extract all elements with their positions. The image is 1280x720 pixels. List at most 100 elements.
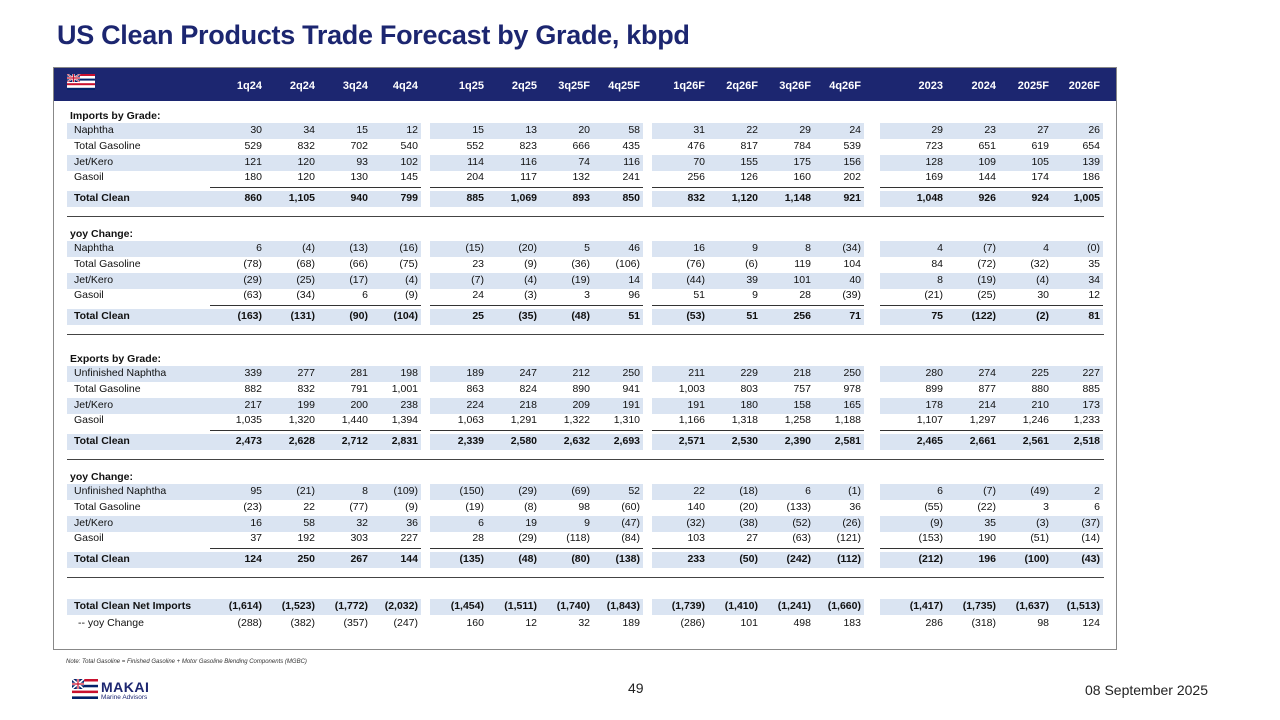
table-cell: 1,440 [341, 414, 368, 427]
row-label: Total Gasoline [74, 257, 141, 270]
section-heading: yoy Change: [70, 228, 134, 240]
table-cell: 124 [1082, 617, 1100, 629]
table-cell: 126 [740, 171, 758, 184]
table-cell: 22 [693, 485, 705, 497]
table-cell: 654 [1082, 139, 1100, 152]
table-cell: 116 [520, 155, 537, 168]
row-label: Naphtha [74, 124, 114, 136]
table-cell: 225 [1031, 367, 1049, 379]
table-cell: 1,063 [457, 414, 484, 427]
row-band [67, 397, 421, 414]
subtotal-line [880, 187, 1103, 188]
table-cell: (35) [518, 310, 537, 322]
page-title: US Clean Products Trade Forecast by Grad… [57, 20, 690, 50]
row-label: Jet/Kero [74, 155, 114, 168]
row-label: Total Gasoline [74, 382, 141, 395]
table-cell: 476 [687, 139, 705, 152]
table-cell: (1,735) [962, 600, 996, 612]
table-cell: 145 [400, 171, 418, 184]
table-cell: 1,318 [731, 414, 758, 427]
table-cell: (48) [518, 553, 537, 565]
table-cell: (4) [302, 242, 315, 254]
row-band [430, 191, 643, 207]
section-heading: Exports by Grade: [70, 353, 162, 365]
column-header-2023: 2023 [918, 80, 943, 92]
table-cell: (29) [243, 273, 262, 286]
table-cell: (0) [1087, 242, 1100, 254]
table-cell: 885 [1082, 382, 1100, 395]
row-label: Jet/Kero [74, 273, 114, 286]
table-cell: 2,339 [457, 435, 484, 447]
table-cell: 8 [937, 273, 943, 286]
table-cell: 14 [628, 273, 640, 286]
table-cell: 1,105 [288, 192, 315, 204]
table-cell: 218 [519, 398, 537, 411]
row-band [880, 552, 1103, 568]
table-cell: 850 [622, 192, 640, 204]
table-cell: 233 [687, 553, 705, 565]
table-cell: 303 [350, 532, 368, 545]
table-cell: 180 [740, 398, 758, 411]
section-divider [67, 334, 1104, 335]
row-band [880, 272, 1103, 289]
table-cell: 1,394 [391, 414, 418, 427]
table-cell: (109) [393, 485, 418, 497]
row-band [67, 123, 421, 139]
table-cell: 2,661 [969, 435, 996, 447]
table-cell: 8 [805, 242, 811, 254]
table-cell: 96 [628, 289, 640, 302]
table-cell: 101 [793, 273, 811, 286]
table-cell: 51 [693, 289, 705, 302]
table-cell: 799 [400, 192, 418, 204]
table-cell: 863 [466, 382, 484, 395]
row-band [430, 366, 643, 382]
table-cell: 824 [519, 382, 537, 395]
table-cell: 156 [843, 155, 861, 168]
row-band [652, 272, 864, 289]
table-cell: 51 [628, 310, 640, 322]
column-header-1q25: 1q25 [458, 80, 484, 92]
table-cell: 9 [752, 289, 758, 302]
subtotal-line [880, 305, 1103, 306]
row-band [652, 366, 864, 382]
table-cell: 34 [1088, 273, 1100, 286]
table-cell: 98 [1037, 617, 1049, 629]
table-cell: (1,772) [334, 600, 368, 612]
table-cell: 189 [622, 617, 640, 629]
row-band [67, 515, 421, 532]
table-cell: 1,003 [678, 382, 705, 395]
table-cell: 71 [849, 310, 861, 322]
table-cell: (9) [930, 516, 943, 529]
table-cell: 22 [746, 124, 758, 136]
table-cell: 204 [466, 171, 484, 184]
row-band [880, 309, 1103, 325]
column-header-3q25F: 3q25F [558, 80, 590, 92]
table-cell: (9) [405, 500, 418, 513]
table-cell: (8) [524, 500, 537, 513]
table-cell: (131) [290, 310, 315, 322]
table-cell: 277 [297, 367, 315, 379]
row-band [67, 599, 421, 615]
table-cell: 144 [978, 171, 996, 184]
table-cell: 202 [843, 171, 861, 184]
table-cell: (76) [686, 257, 705, 270]
table-cell: 119 [794, 257, 811, 270]
table-cell: 121 [244, 155, 262, 168]
table-cell: (48) [571, 310, 590, 322]
row-band [67, 366, 421, 382]
table-cell: (21) [924, 289, 943, 302]
table-cell: 93 [356, 155, 368, 168]
table-cell: 817 [740, 139, 758, 152]
table-cell: 105 [1031, 155, 1049, 168]
table-cell: 540 [400, 139, 418, 152]
table-cell: 2,518 [1073, 435, 1100, 447]
row-band [430, 599, 643, 615]
table-cell: (37) [1081, 516, 1100, 529]
table-cell: 160 [466, 617, 484, 629]
table-cell: 2,473 [235, 435, 262, 447]
table-cell: (20) [739, 500, 758, 513]
table-cell: (242) [786, 553, 811, 565]
table-cell: 29 [799, 124, 811, 136]
table-cell: (38) [739, 516, 758, 529]
table-cell: (78) [243, 257, 262, 270]
